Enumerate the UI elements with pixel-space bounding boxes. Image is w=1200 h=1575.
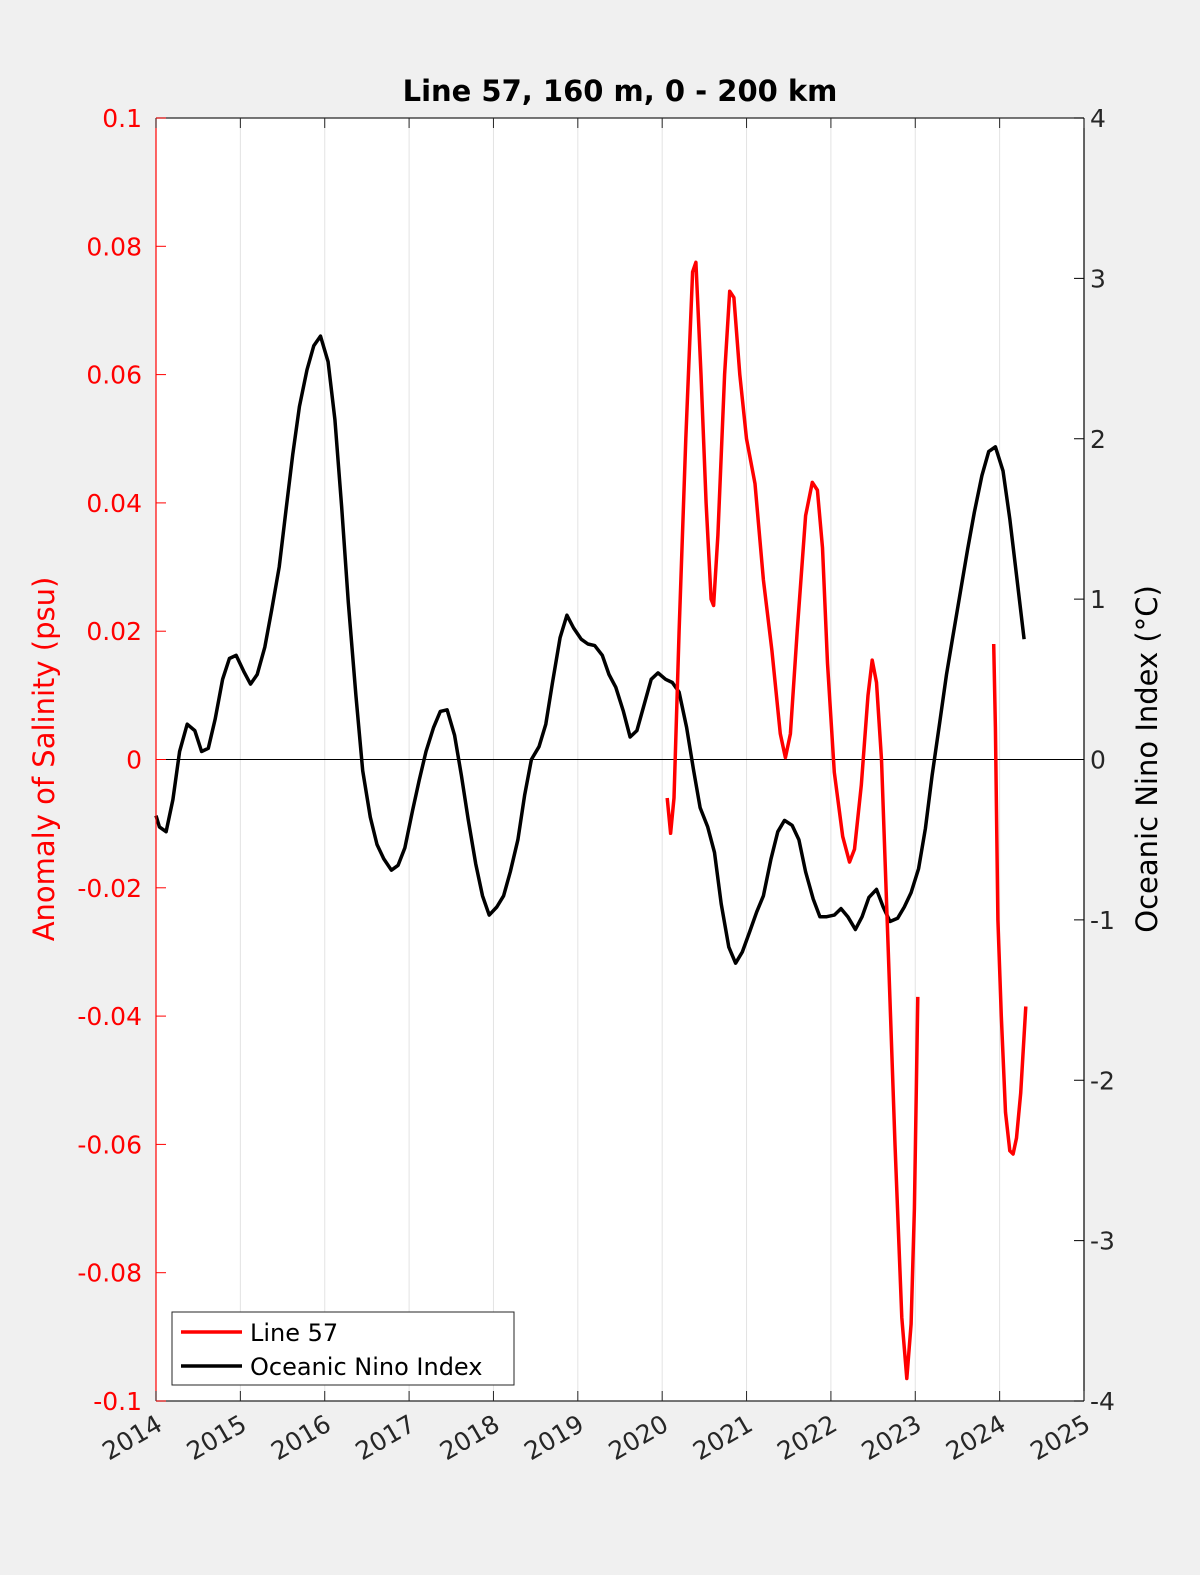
y-left-tick-label: -0.1 (93, 1387, 142, 1416)
y-left-tick-label: -0.02 (77, 874, 142, 903)
legend: Line 57 Oceanic Nino Index (171, 1311, 515, 1386)
y-axis-label-right: Oceanic Nino Index (°C) (1130, 585, 1164, 933)
axes (155, 117, 1085, 1402)
series-line-line-57 (991, 643, 1028, 1156)
legend-label-oni: Oceanic Nino Index (250, 1353, 482, 1381)
chart-title: Line 57, 160 m, 0 - 200 km (403, 74, 838, 108)
series-line-line-57 (665, 260, 920, 1381)
legend-box (171, 1311, 515, 1386)
y-left-tick-label: 0.02 (86, 617, 142, 646)
y-left-tick-label: 0.08 (86, 232, 142, 261)
y-left-tick-label: 0.1 (102, 104, 142, 133)
y-right-tick-label: 0 (1090, 746, 1106, 775)
y-right-tick-label: 3 (1090, 264, 1106, 293)
y-left-tick-label: -0.06 (77, 1130, 142, 1159)
series-layer (154, 260, 1028, 1381)
y-right-tick-label: 1 (1090, 585, 1106, 614)
y-right-tick-label: -2 (1090, 1066, 1115, 1095)
y-right-tick-label: -3 (1090, 1227, 1115, 1256)
series-line-oceanic-nino-index (154, 334, 1026, 965)
y-right-tick-label: 2 (1090, 425, 1106, 454)
legend-label-line-57: Line 57 (250, 1319, 338, 1347)
y-left-tick-label: 0.04 (86, 489, 142, 518)
y-left-tick-label: -0.04 (77, 1002, 142, 1031)
y-right-tick-label: -1 (1090, 906, 1115, 935)
y-left-tick-label: 0.06 (86, 361, 142, 390)
y-left-tick-label: -0.08 (77, 1259, 142, 1288)
y-right-tick-label: -4 (1090, 1387, 1115, 1416)
y-axis-label-left: Anomaly of Salinity (psu) (27, 577, 61, 942)
y-left-tick-label: 0 (126, 746, 142, 775)
y-right-tick-label: 4 (1090, 104, 1106, 133)
